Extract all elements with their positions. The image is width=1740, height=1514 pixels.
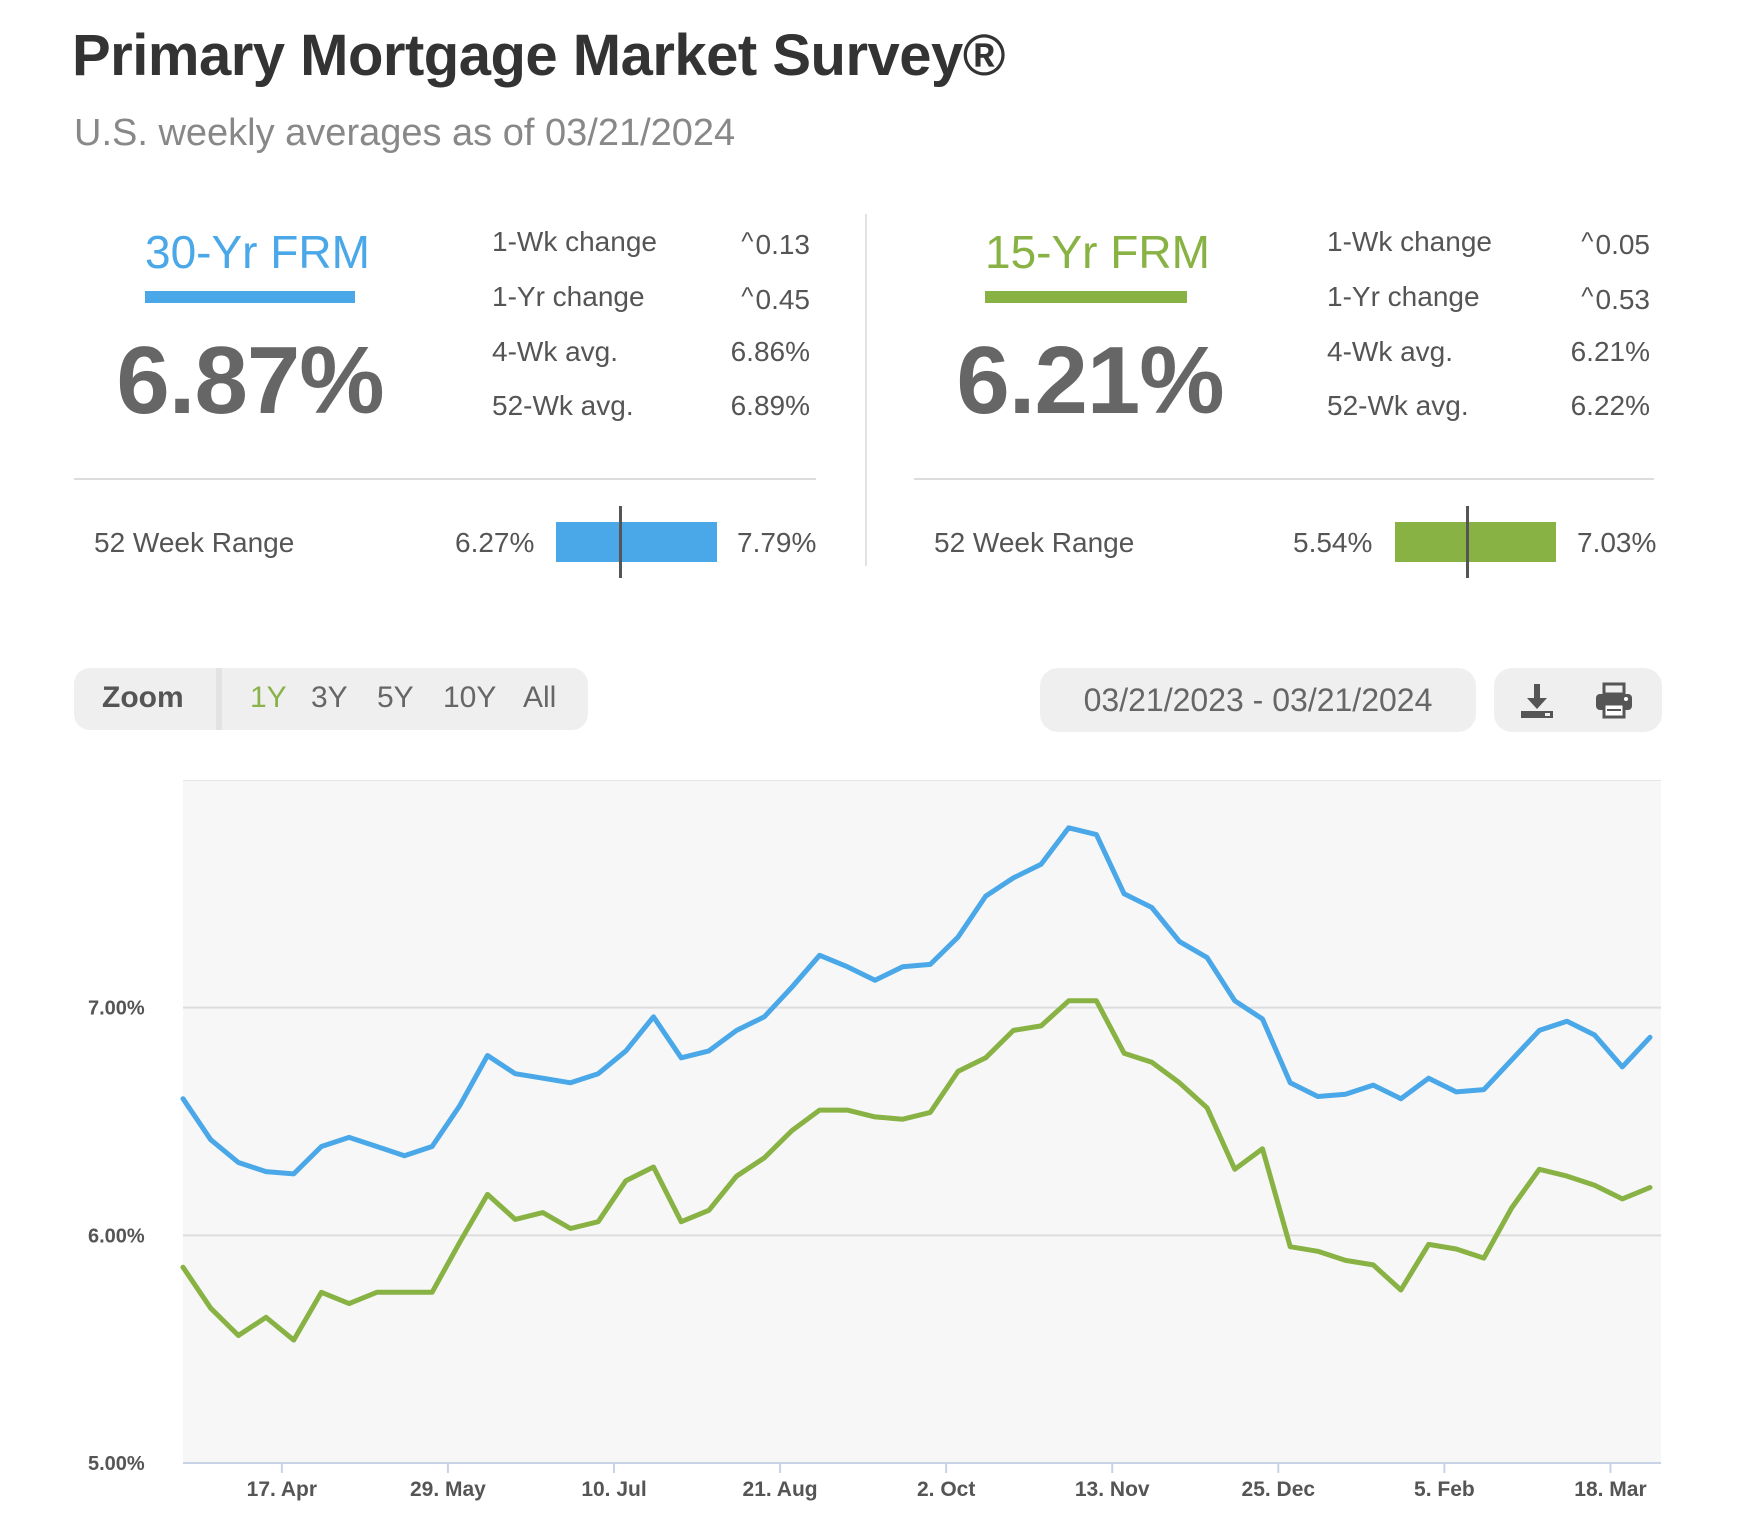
series-line-15yr: [180, 998, 1653, 1343]
range-label-15yr: 52 Week Range: [934, 527, 1135, 558]
up-caret-icon: ^: [741, 281, 754, 311]
panel-divider: [865, 214, 867, 566]
x-tick-label: 29. May: [410, 1478, 486, 1501]
current-rate-30yr: 6.87%: [116, 327, 384, 434]
stat-value: 6.21%: [1570, 336, 1650, 367]
chart-plot-area: [183, 780, 1661, 1463]
y-tick-label: 6.00%: [88, 1225, 145, 1247]
series-line-30yr: [180, 825, 1653, 1177]
range-low-15yr: 5.54%: [1293, 527, 1373, 558]
up-caret-icon: ^: [1581, 281, 1594, 311]
up-caret-icon: ^: [1581, 226, 1594, 256]
zoom-label: Zoom: [102, 681, 184, 714]
x-tick-label: 2. Oct: [917, 1478, 975, 1501]
zoom-control: [74, 668, 588, 730]
stat-label: 4-Wk avg.: [492, 336, 619, 367]
stat-value: 6.89%: [730, 390, 810, 421]
product-name-15yr: 15-Yr FRM: [985, 226, 1210, 278]
x-tick-label: 10. Jul: [581, 1478, 646, 1501]
range-current-marker-30yr: [618, 506, 622, 578]
zoom-5y-button[interactable]: 5Y: [377, 681, 414, 714]
download-icon[interactable]: [1513, 676, 1561, 724]
stat-value: ^0.05: [1581, 226, 1650, 260]
date-range-box[interactable]: [1040, 668, 1476, 732]
stat-value: 6.86%: [730, 336, 810, 367]
x-tick-label: 17. Apr: [247, 1478, 317, 1501]
stat-label: 4-Wk avg.: [1327, 336, 1454, 367]
zoom-1y-button[interactable]: 1Y: [250, 681, 287, 714]
x-tick-label: 25. Dec: [1242, 1478, 1316, 1501]
range-bar-15yr: [1395, 522, 1556, 562]
zoom-separator: [216, 668, 222, 730]
stat-label: 1-Wk change: [492, 226, 657, 257]
print-icon[interactable]: [1590, 676, 1638, 724]
stat-value: ^0.53: [1581, 281, 1650, 315]
date-range-text[interactable]: 03/21/2023 - 03/21/2024: [1083, 682, 1433, 718]
stat-value: ^0.45: [741, 281, 810, 315]
current-rate-15yr: 6.21%: [956, 327, 1224, 434]
zoom-all-button[interactable]: All: [523, 681, 557, 714]
stat-label: 1-Yr change: [1327, 281, 1480, 312]
page-subtitle: U.S. weekly averages as of 03/21/2024: [74, 112, 736, 154]
export-toolbar: [1494, 668, 1662, 732]
x-tick-label: 13. Nov: [1075, 1478, 1150, 1501]
range-bar-30yr: [556, 522, 717, 562]
stat-label: 1-Wk change: [1327, 226, 1492, 257]
range-high-15yr: 7.03%: [1577, 527, 1657, 558]
range-high-30yr: 7.79%: [737, 527, 817, 558]
page-title: Primary Mortgage Market Survey®: [72, 23, 1006, 88]
stat-value: ^0.13: [741, 226, 810, 260]
range-low-30yr: 6.27%: [455, 527, 535, 558]
product-underline-30yr: [145, 291, 355, 303]
stat-value: 6.22%: [1570, 390, 1650, 421]
stat-label: 1-Yr change: [492, 281, 645, 312]
divider: [914, 478, 1654, 480]
zoom-3y-button[interactable]: 3Y: [311, 681, 348, 714]
y-tick-label: 5.00%: [88, 1453, 145, 1475]
x-tick-label: 5. Feb: [1414, 1478, 1475, 1501]
range-label-30yr: 52 Week Range: [94, 527, 295, 558]
up-caret-icon: ^: [741, 226, 754, 256]
x-tick-label: 21. Aug: [743, 1478, 818, 1501]
zoom-10y-button[interactable]: 10Y: [443, 681, 497, 714]
product-name-30yr: 30-Yr FRM: [145, 226, 370, 278]
product-underline-15yr: [985, 291, 1187, 303]
stat-label: 52-Wk avg.: [492, 390, 634, 421]
divider: [74, 478, 816, 480]
y-tick-label: 7.00%: [88, 998, 145, 1020]
x-tick-label: 18. Mar: [1574, 1478, 1646, 1501]
stat-label: 52-Wk avg.: [1327, 390, 1469, 421]
range-current-marker-15yr: [1466, 506, 1470, 578]
